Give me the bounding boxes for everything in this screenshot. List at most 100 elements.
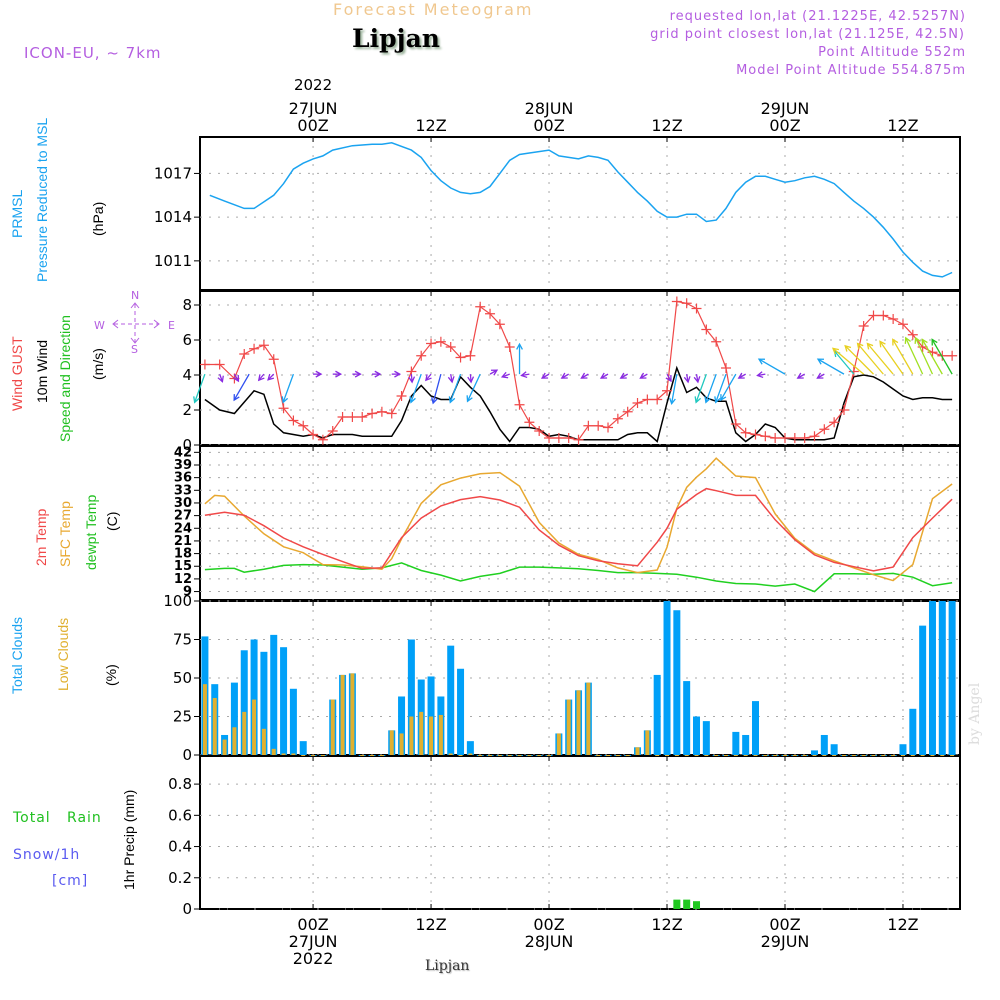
arrow-head [856, 342, 864, 350]
low-cloud-bar [625, 755, 630, 756]
low-cloud-bar [950, 755, 955, 756]
wind-direction-arrow-icon [694, 373, 707, 404]
total-cloud-bar [810, 750, 818, 755]
low-cloud-bar [832, 755, 837, 756]
wind-gust-marker [878, 310, 889, 321]
wind-gust-marker [357, 412, 368, 422]
wind-gust-marker [268, 354, 279, 365]
wind-direction-arrow-icon [931, 338, 953, 375]
wind-direction-arrow-icon [856, 342, 884, 375]
y-tick-label: 1011 [154, 252, 192, 270]
wind-gust-marker [583, 420, 594, 431]
arrow-head [866, 342, 874, 350]
compass-arrows-icon [112, 302, 160, 344]
bottom-time-label: 12Z [415, 915, 446, 934]
arrow-head [267, 373, 275, 381]
y-tick-label: 42 [174, 445, 192, 460]
wind-direction-arrow-icon [425, 373, 432, 382]
footer-location: Lipjan [425, 958, 470, 974]
wind-gust-marker [829, 417, 840, 428]
arrow-head [931, 338, 938, 346]
wind-gust-marker [779, 433, 790, 443]
wind-direction-arrow-icon [431, 373, 442, 405]
low-cloud-bar [596, 755, 601, 756]
arrow-head [520, 371, 528, 379]
bottom-time-label: 00Z [533, 915, 564, 934]
total-cloud-bar [702, 721, 710, 755]
wind-direction-arrow-icon [844, 344, 874, 375]
wind-gust-marker [258, 340, 269, 351]
arrow-head [757, 358, 766, 365]
total-cloud-bar [240, 650, 248, 755]
y-tick-label: 2 [182, 401, 192, 419]
arrow-head [892, 338, 899, 346]
wind-direction-arrow-icon [372, 370, 382, 378]
arrow-shaft [720, 373, 737, 401]
total-cloud-bar [909, 708, 917, 755]
wind-gust-marker [524, 417, 535, 428]
low-cloud-bar [655, 755, 660, 756]
wind-gust-marker [514, 399, 525, 410]
arrow-head [816, 372, 824, 379]
y-tick-label: 36 [174, 471, 192, 486]
y-tick-label: 24 [174, 521, 192, 536]
arrow-head [257, 374, 265, 382]
arrow-shaft [466, 373, 481, 402]
wind-direction-arrow-icon [466, 373, 481, 403]
arrow-head [796, 372, 804, 379]
arrow-head [639, 372, 647, 379]
arrow-head [619, 372, 627, 379]
total-cloud-bar [398, 696, 406, 755]
sfc-temp-line [204, 457, 953, 582]
wind-gust-marker [662, 385, 673, 396]
low-cloud-bar [714, 755, 719, 756]
low-cloud-bar [488, 755, 493, 756]
pressure-line [209, 142, 953, 278]
low-cloud-bar [891, 755, 896, 756]
bottom-time-label: 28JUN [525, 932, 574, 951]
y-tick-label: 0.4 [168, 838, 192, 856]
wind-direction-arrow-icon [467, 374, 475, 384]
point-altitude: Point Altitude 552m [818, 45, 966, 60]
low-cloud-bar [841, 755, 846, 756]
arrow-head [354, 370, 362, 378]
wind-gust-marker [632, 398, 643, 408]
y-tick-label: 100 [163, 592, 192, 610]
wind-gust-marker [721, 363, 732, 373]
y-tick-label: 4 [182, 366, 192, 384]
wind-gust-marker [593, 420, 604, 431]
wind-gust-line [204, 300, 953, 441]
low-cloud-bar [930, 755, 935, 756]
wind-gust-marker [858, 321, 869, 331]
wind-direction-arrow-icon [714, 373, 727, 404]
wind-gust-marker [848, 366, 859, 377]
arrow-head [374, 370, 382, 378]
low-cloud-bar [802, 755, 807, 756]
arrow-shaft [817, 358, 845, 375]
wind-direction-arrow-icon [831, 347, 865, 375]
arrow-shaft [715, 373, 727, 403]
wind-gust-marker [475, 301, 486, 312]
top-time-label: 28JUN [525, 99, 574, 118]
wind-gust-marker [494, 319, 505, 330]
arrow-head [694, 396, 702, 404]
top-time-label: 00Z [533, 116, 564, 135]
total-cloud-bar [230, 682, 238, 755]
arrow-head [447, 376, 455, 384]
low-cloud-bar [547, 755, 552, 756]
arrow-head [335, 370, 343, 378]
low-cloud-bar [586, 682, 591, 755]
wind-gust-marker [701, 324, 712, 335]
wind-gust-marker [416, 350, 427, 361]
total-cloud-bar [663, 601, 671, 755]
arrow-head [831, 347, 840, 355]
wind-gust-marker [435, 336, 446, 347]
arrow-shaft [914, 337, 934, 375]
total-cloud-bar [693, 716, 701, 755]
low-cloud-bar [517, 755, 522, 756]
wind-direction-arrow-icon [447, 374, 455, 384]
wind-direction-arrow-icon [217, 373, 224, 383]
wind-gust-marker [740, 427, 751, 438]
low-cloud-bar [468, 753, 473, 755]
wind-gust-marker [888, 314, 899, 324]
